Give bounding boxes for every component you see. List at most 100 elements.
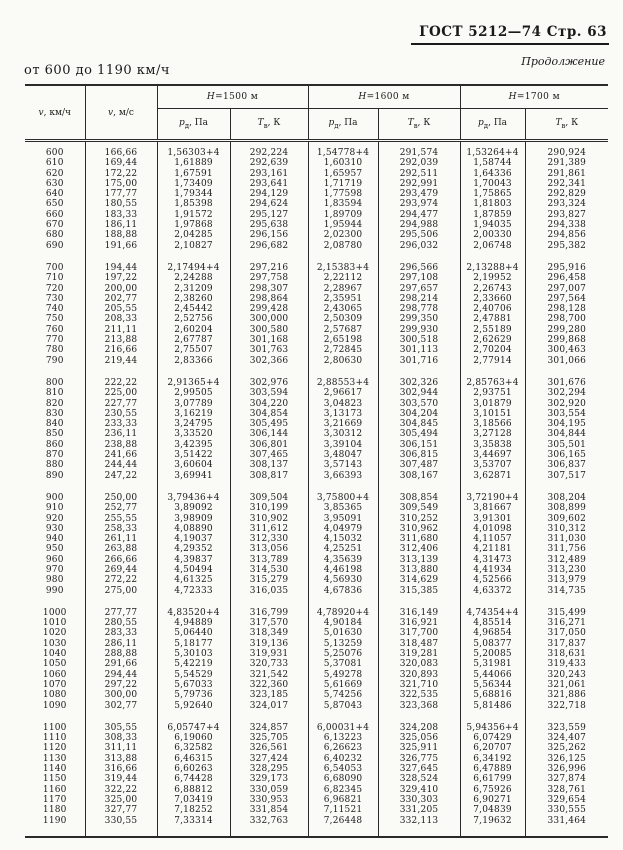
table-cell: 292,511	[378, 168, 461, 179]
table-cell: 5,49278	[308, 669, 379, 680]
table-cell: 1020	[25, 628, 86, 639]
table-header: v, км/ч v, м/с H=1500 м H=1600 м H=1700 …	[25, 85, 609, 142]
column-header-v-ms: v, м/с	[85, 85, 158, 142]
table-cell: 3,21669	[308, 419, 379, 430]
table-row: 940 261,11 4,19037 312,330 4,15032 311,680 4,1…	[25, 534, 608, 545]
table-cell: 1,58744	[460, 158, 526, 169]
table-cell: 250,00	[85, 492, 158, 504]
table-cell: 297,758	[230, 273, 309, 284]
table-cell: 2,83366	[157, 355, 231, 366]
table-cell: 298,128	[547, 304, 587, 315]
table-cell: 310,312	[547, 523, 587, 534]
table-cell: 1070	[25, 679, 86, 691]
table-cell: 2,99505	[157, 388, 231, 399]
table-cell: 2,33660	[460, 293, 526, 305]
table-cell: 312,330	[230, 534, 309, 545]
table-cell: 314,530	[230, 564, 309, 576]
table-cell: 319,931	[230, 649, 309, 660]
table-cell: 5,81486	[460, 700, 526, 711]
table-cell: 4,41934	[460, 564, 526, 576]
table-cell: 3,24795	[157, 419, 231, 430]
table-cell: 4,67836	[308, 585, 379, 596]
table-cell: 175,00	[85, 178, 158, 190]
table-cell: 4,01098	[460, 523, 526, 535]
table-cell: 326,996	[547, 764, 587, 775]
table-cell: 2,13288+4	[460, 262, 526, 274]
table-cell: 4,61325	[157, 575, 231, 586]
table-cell: 311,11	[85, 743, 158, 754]
table-cell: 323,185	[230, 690, 309, 701]
table-cell: 323,559	[547, 722, 587, 733]
table-cell: 291,66	[85, 659, 158, 670]
table-cell: 310,902	[230, 513, 309, 524]
table-cell: 1190	[25, 815, 86, 837]
table-cell: 213,88	[85, 335, 158, 346]
table-cell: 295,638	[230, 220, 309, 231]
table-cell: 286,11	[85, 638, 158, 650]
table-cell: 294,44	[85, 669, 158, 680]
table-cell: 304,845	[378, 419, 461, 430]
table-cell: 277,77	[85, 607, 158, 619]
table-row: 860 238,88 3,42395 306,801 3,39104 306,151 3,3…	[25, 439, 608, 451]
table-cell: 6,07429	[460, 733, 526, 744]
table-cell: 328,295	[230, 764, 309, 775]
table-cell: 325,262	[547, 743, 587, 754]
table-cell: 301,168	[230, 335, 309, 346]
table-cell: 328,761	[547, 784, 587, 795]
table-cell: 322,718	[547, 700, 587, 711]
table-cell: 2,77914	[460, 355, 526, 366]
table-cell: 323,368	[378, 700, 461, 711]
table-row: 1000 277,77 4,83520+4 316,799 4,78920+4 316,1…	[25, 607, 608, 619]
table-cell: 850	[25, 429, 86, 440]
table-row: 1130 313,88 6,46315 327,424 6,40232 326,775 6,…	[25, 753, 608, 765]
table-cell: 244,44	[85, 460, 158, 471]
table-cell: 1120	[25, 743, 86, 754]
table-cell: 202,77	[85, 293, 158, 305]
table-row: 790 219,44 2,83366 302,366 2,80630 301,716 2,7…	[25, 355, 608, 366]
table-row: 1090 302,77 5,92640 324,017 5,87043 323,368 5,…	[25, 700, 608, 711]
table-cell: 1,75865	[460, 189, 526, 200]
table-row: 910 252,77 3,89092 310,199 3,85365 309,549 3,8…	[25, 503, 608, 514]
table-cell: 690	[25, 240, 86, 251]
table-cell: 166,66	[85, 140, 158, 159]
table-row: 850 236,11 3,33520 306,144 3,30312 305,494 3,2…	[25, 429, 608, 440]
table-cell: 960	[25, 554, 86, 565]
table-cell: 329,410	[378, 784, 461, 795]
table-cell: 328,524	[378, 774, 461, 785]
table-cell: 309,549	[378, 503, 461, 514]
table-row: 1150 319,44 6,74428 329,173 6,68090 328,524 6,…	[25, 774, 608, 785]
table-cell: 294,338	[547, 220, 587, 231]
table-row: 900 250,00 3,79436+4 309,504 3,75800+4 308,85…	[25, 492, 608, 504]
table-cell: 1,83594	[308, 199, 379, 210]
table-cell: 280,55	[85, 618, 158, 629]
table-cell: 310,252	[378, 513, 461, 524]
table-row: 700 194,44 2,17494+4 297,216 2,15383+4 296,56…	[25, 262, 608, 274]
table-cell: 3,42395	[157, 439, 231, 451]
table-cell: 760	[25, 324, 86, 336]
table-cell: 3,66393	[308, 470, 379, 481]
table-cell: 311,680	[378, 534, 461, 545]
table-cell: 315,279	[230, 575, 309, 586]
table-cell: 5,25076	[308, 649, 379, 660]
table-cell: 298,307	[230, 283, 309, 294]
table-cell: 296,156	[230, 230, 309, 241]
table-cell: 1,89709	[308, 209, 379, 221]
table-cell: 6,96821	[308, 794, 379, 806]
table-cell: 299,930	[378, 324, 461, 336]
table-cell: 300,580	[230, 324, 309, 336]
table-cell: 1,56303+4	[157, 140, 231, 159]
table-row: 820 227,77 3,07789 304,220 3,04823 303,570 3,0…	[25, 398, 608, 409]
table-cell: 4,78920+4	[308, 607, 379, 619]
table-cell: 308,167	[378, 470, 461, 481]
table-cell: 2,24288	[157, 273, 231, 284]
table-cell: 186,11	[85, 220, 158, 231]
table-cell: 183,33	[85, 209, 158, 221]
table-cell: 1180	[25, 805, 86, 816]
table-cell: 312,489	[547, 554, 587, 565]
table-cell: 294,988	[378, 220, 461, 231]
group-header-h1600: H=1600 м	[308, 85, 461, 109]
table-cell: 292,991	[378, 178, 461, 190]
table-cell: 297,22	[85, 679, 158, 691]
table-cell: 326,125	[547, 753, 587, 764]
table-cell: 2,35951	[308, 293, 379, 305]
